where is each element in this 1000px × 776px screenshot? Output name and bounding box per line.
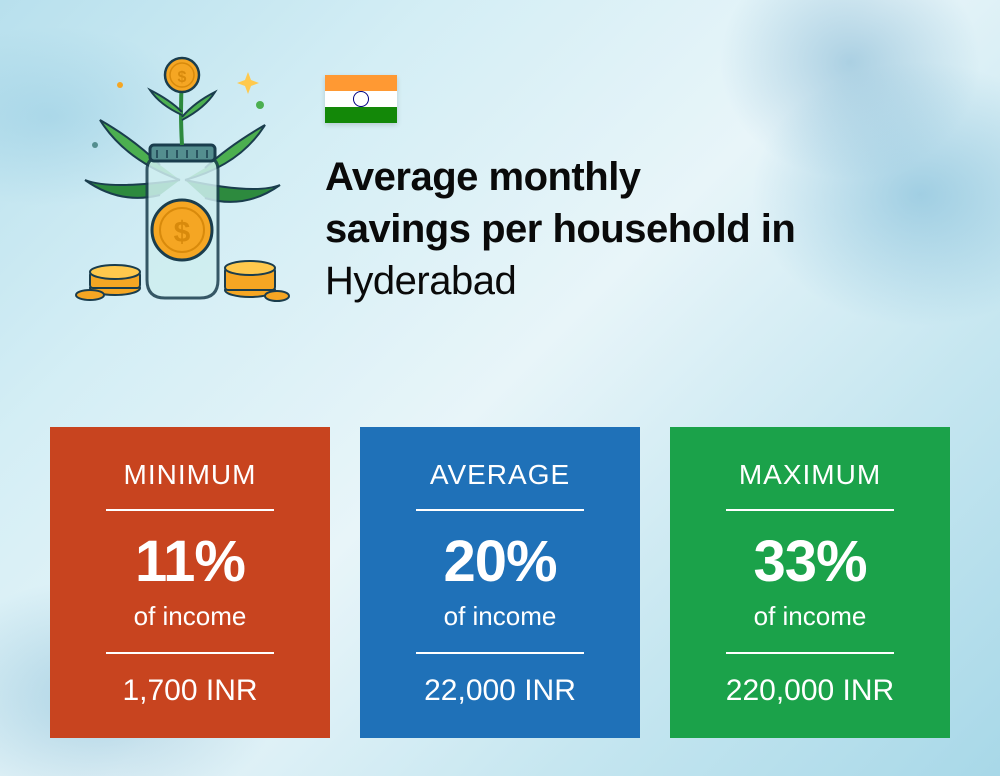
title-line1: Average monthly bbox=[325, 155, 641, 199]
svg-text:$: $ bbox=[174, 216, 191, 249]
title-line2: savings per household in bbox=[325, 207, 795, 251]
title-city: Hyderabad bbox=[325, 259, 516, 303]
card-percent: 11% bbox=[70, 533, 310, 591]
card-percent: 33% bbox=[690, 533, 930, 591]
card-label: MINIMUM bbox=[70, 459, 310, 491]
card-percent: 20% bbox=[380, 533, 620, 591]
card-sub: of income bbox=[690, 601, 930, 632]
svg-text:$: $ bbox=[178, 69, 187, 86]
card-minimum: MINIMUM 11% of income 1,700 INR bbox=[50, 427, 330, 738]
card-label: AVERAGE bbox=[380, 459, 620, 491]
infographic-title: Average monthly savings per household in… bbox=[325, 151, 795, 307]
stat-cards: MINIMUM 11% of income 1,700 INR AVERAGE … bbox=[50, 427, 950, 738]
card-amount: 22,000 INR bbox=[380, 674, 620, 708]
savings-jar-illustration: $ $ bbox=[65, 50, 295, 310]
card-average: AVERAGE 20% of income 22,000 INR bbox=[360, 427, 640, 738]
card-maximum: MAXIMUM 33% of income 220,000 INR bbox=[670, 427, 950, 738]
card-label: MAXIMUM bbox=[690, 459, 930, 491]
card-sub: of income bbox=[70, 601, 310, 632]
card-sub: of income bbox=[380, 601, 620, 632]
card-amount: 1,700 INR bbox=[70, 674, 310, 708]
india-flag-icon bbox=[325, 75, 397, 123]
card-amount: 220,000 INR bbox=[690, 674, 930, 708]
